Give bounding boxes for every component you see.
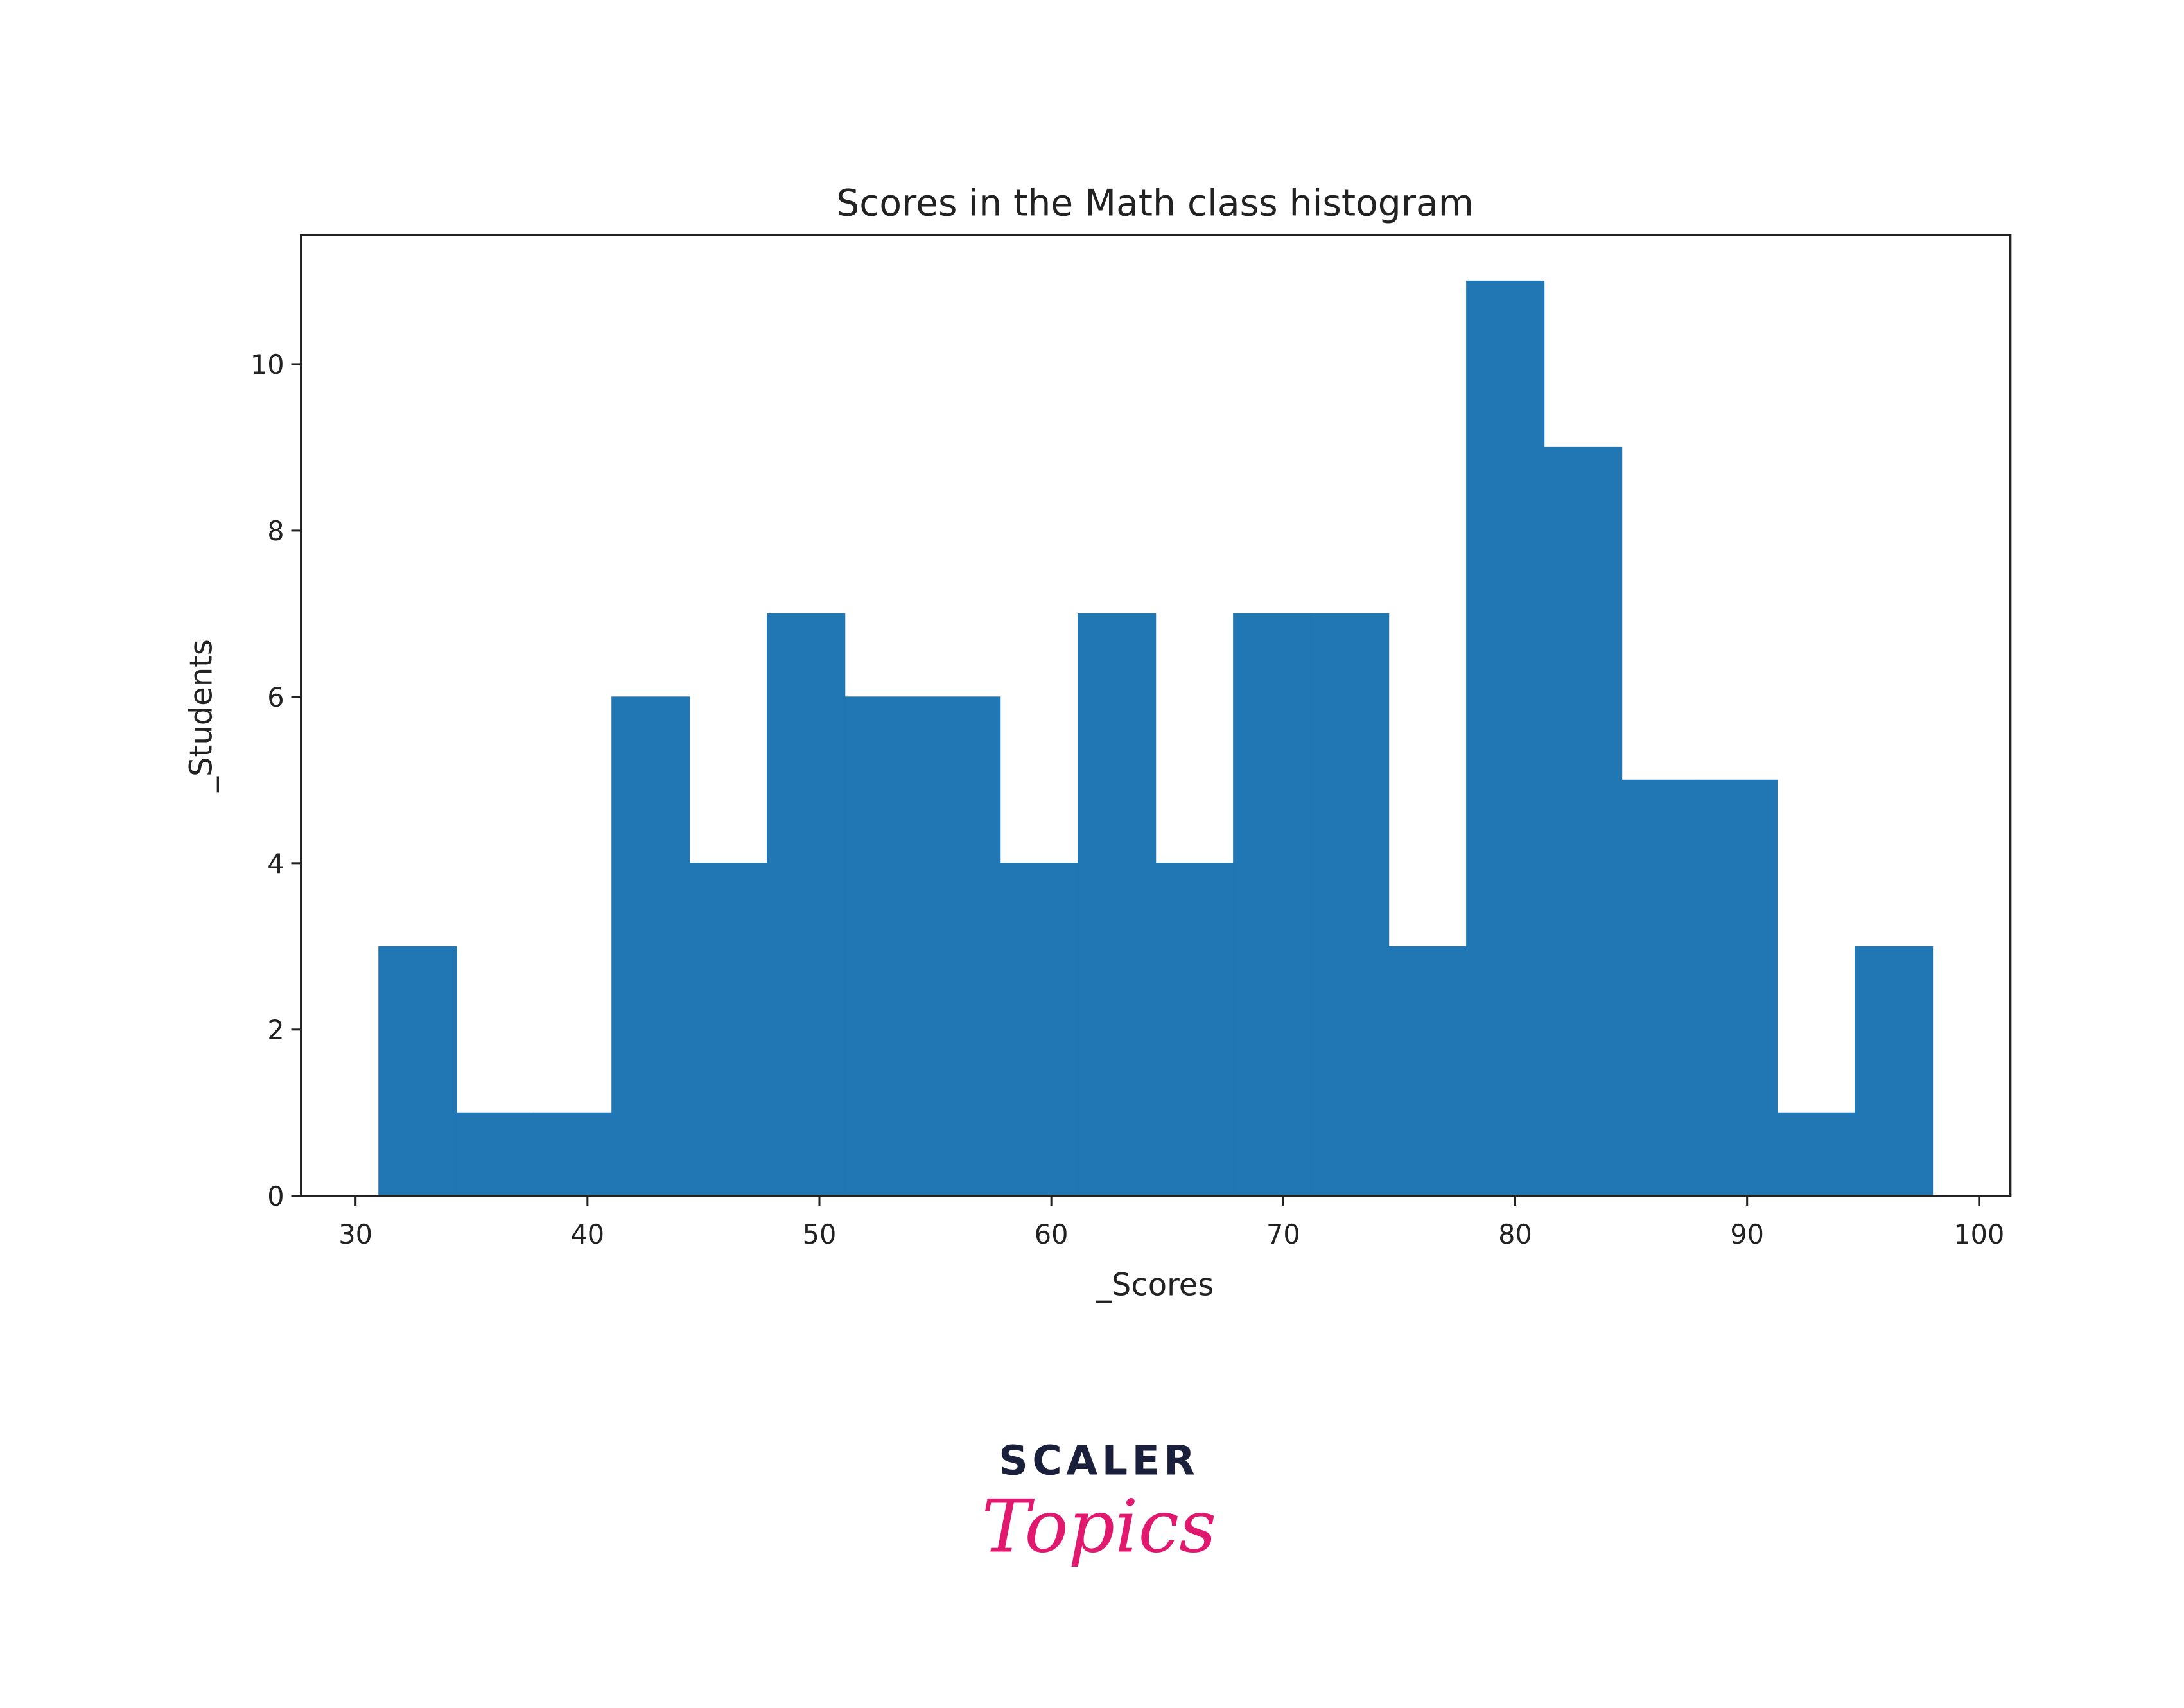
x-tick-label: 40	[570, 1219, 604, 1250]
x-tick-label: 30	[338, 1219, 372, 1250]
bar	[1388, 946, 1467, 1197]
bar	[1311, 613, 1390, 1197]
bar	[378, 946, 457, 1197]
bar	[456, 1112, 535, 1197]
bar	[844, 696, 923, 1197]
bar	[1544, 446, 1623, 1197]
plot-frame	[300, 234, 2012, 1197]
bar	[1000, 863, 1079, 1197]
y-tick-label: 0	[267, 1181, 284, 1212]
x-tick-label: 70	[1266, 1219, 1300, 1250]
bar	[1466, 280, 1545, 1197]
x-axis-label: _Scores	[1096, 1267, 1214, 1303]
bar	[1621, 779, 1700, 1197]
x-tick-label: 80	[1498, 1219, 1532, 1250]
y-tick-label: 2	[267, 1015, 284, 1046]
bar	[1855, 946, 1934, 1197]
chart-title: Scores in the Math class histogram	[836, 182, 1474, 225]
x-tick-label: 100	[1953, 1219, 2004, 1250]
y-tick-label: 8	[267, 516, 284, 547]
bar	[611, 696, 690, 1197]
y-axis-label: _Students	[183, 639, 219, 793]
y-tick-label: 4	[267, 849, 284, 879]
bar	[1155, 863, 1234, 1197]
bar	[1233, 613, 1312, 1197]
x-tick-label: 60	[1035, 1219, 1069, 1250]
bar	[1699, 779, 1778, 1197]
bar	[767, 613, 846, 1197]
y-tick-label: 10	[250, 349, 284, 380]
bar	[689, 863, 768, 1197]
y-tick-label: 6	[267, 682, 284, 713]
bar	[534, 1112, 613, 1197]
x-tick-label: 50	[803, 1219, 837, 1250]
bar	[922, 696, 1001, 1197]
logo-brand: SCALER	[999, 1437, 1199, 1484]
bar	[1777, 1112, 1856, 1197]
logo-product: Topics	[982, 1484, 1217, 1569]
x-tick-label: 90	[1730, 1219, 1764, 1250]
bar	[1078, 613, 1157, 1197]
